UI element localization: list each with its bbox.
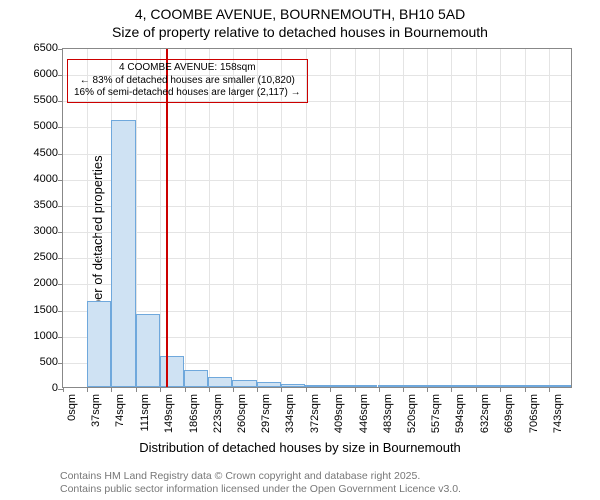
x-tick-mark [476,387,477,392]
gridline-vertical [330,49,331,387]
gridline-vertical [549,49,550,387]
histogram-bar [450,385,474,387]
x-tick-mark [379,387,380,392]
gridline-horizontal [63,258,571,259]
y-tick-mark [58,284,63,285]
gridline-vertical [476,49,477,387]
chart-title-line1: 4, COOMBE AVENUE, BOURNEMOUTH, BH10 5AD [0,6,600,22]
x-tick-mark [525,387,526,392]
gridline-horizontal [63,311,571,312]
histogram-bar [87,301,111,387]
y-tick-mark [58,258,63,259]
gridline-horizontal [63,206,571,207]
gridline-horizontal [63,154,571,155]
x-tick-mark [111,387,112,392]
x-tick-mark [160,387,161,392]
x-tick-mark [330,387,331,392]
y-tick-mark [58,180,63,181]
y-tick-mark [58,154,63,155]
y-tick-label: 2500 [8,251,58,263]
y-tick-label: 3000 [8,225,58,237]
x-tick-mark [306,387,307,392]
y-tick-mark [58,127,63,128]
histogram-bar [474,385,498,387]
y-tick-mark [58,232,63,233]
x-tick-mark [451,387,452,392]
gridline-horizontal [63,180,571,181]
histogram-bar [426,385,450,387]
histogram-bar [498,385,522,387]
x-tick-mark [136,387,137,392]
y-tick-mark [58,363,63,364]
annotation-line: ← 83% of detached houses are smaller (10… [74,75,301,88]
y-tick-label: 5500 [8,94,58,106]
attribution-footer: Contains HM Land Registry data © Crown c… [60,470,461,496]
gridline-vertical [500,49,501,387]
histogram-bar [329,385,353,387]
histogram-bar [353,385,377,387]
y-tick-mark [58,75,63,76]
histogram-bar [111,120,135,387]
x-tick-mark [427,387,428,392]
gridline-vertical [427,49,428,387]
histogram-bar [184,370,208,387]
x-tick-mark [257,387,258,392]
y-tick-label: 4500 [8,147,58,159]
plot-area: 4 COOMBE AVENUE: 158sqm← 83% of detached… [62,48,572,388]
histogram-bar [208,377,232,387]
y-tick-label: 500 [8,356,58,368]
histogram-bar [136,314,160,387]
chart-container: Number of detached properties 4 COOMBE A… [0,40,600,450]
y-tick-mark [58,49,63,50]
x-tick-mark [500,387,501,392]
gridline-vertical [355,49,356,387]
x-tick-mark [355,387,356,392]
gridline-vertical [451,49,452,387]
y-tick-label: 1500 [8,304,58,316]
y-tick-label: 6500 [8,42,58,54]
x-tick-mark [185,387,186,392]
histogram-bar [232,380,256,387]
annotation-box: 4 COOMBE AVENUE: 158sqm← 83% of detached… [67,59,308,103]
x-tick-mark [63,387,64,392]
histogram-bar [547,385,571,387]
histogram-bar [281,384,305,387]
x-axis-label: Distribution of detached houses by size … [0,440,600,455]
gridline-horizontal [63,284,571,285]
y-tick-label: 5000 [8,120,58,132]
y-tick-mark [58,206,63,207]
y-tick-label: 3500 [8,199,58,211]
footer-line2: Contains public sector information licen… [60,483,461,496]
histogram-bar [305,385,329,387]
y-tick-label: 1000 [8,330,58,342]
gridline-vertical [403,49,404,387]
y-tick-label: 6000 [8,68,58,80]
annotation-line: 16% of semi-detached houses are larger (… [74,87,301,100]
chart-title-block: 4, COOMBE AVENUE, BOURNEMOUTH, BH10 5AD … [0,0,600,40]
histogram-bar [160,356,184,387]
y-tick-mark [58,101,63,102]
y-tick-label: 0 [8,382,58,394]
annotation-line: 4 COOMBE AVENUE: 158sqm [74,62,301,75]
gridline-vertical [379,49,380,387]
x-tick-mark [281,387,282,392]
footer-line1: Contains HM Land Registry data © Crown c… [60,470,461,483]
x-tick-mark [209,387,210,392]
x-tick-mark [233,387,234,392]
y-tick-label: 4000 [8,173,58,185]
y-tick-mark [58,311,63,312]
gridline-horizontal [63,127,571,128]
y-tick-mark [58,337,63,338]
histogram-bar [523,385,547,387]
y-tick-label: 2000 [8,277,58,289]
chart-title-line2: Size of property relative to detached ho… [0,24,600,40]
histogram-bar [402,385,426,387]
x-tick-mark [87,387,88,392]
x-tick-mark [403,387,404,392]
histogram-bar [257,382,281,387]
histogram-bar [378,385,402,387]
x-tick-mark [549,387,550,392]
gridline-vertical [525,49,526,387]
gridline-horizontal [63,232,571,233]
